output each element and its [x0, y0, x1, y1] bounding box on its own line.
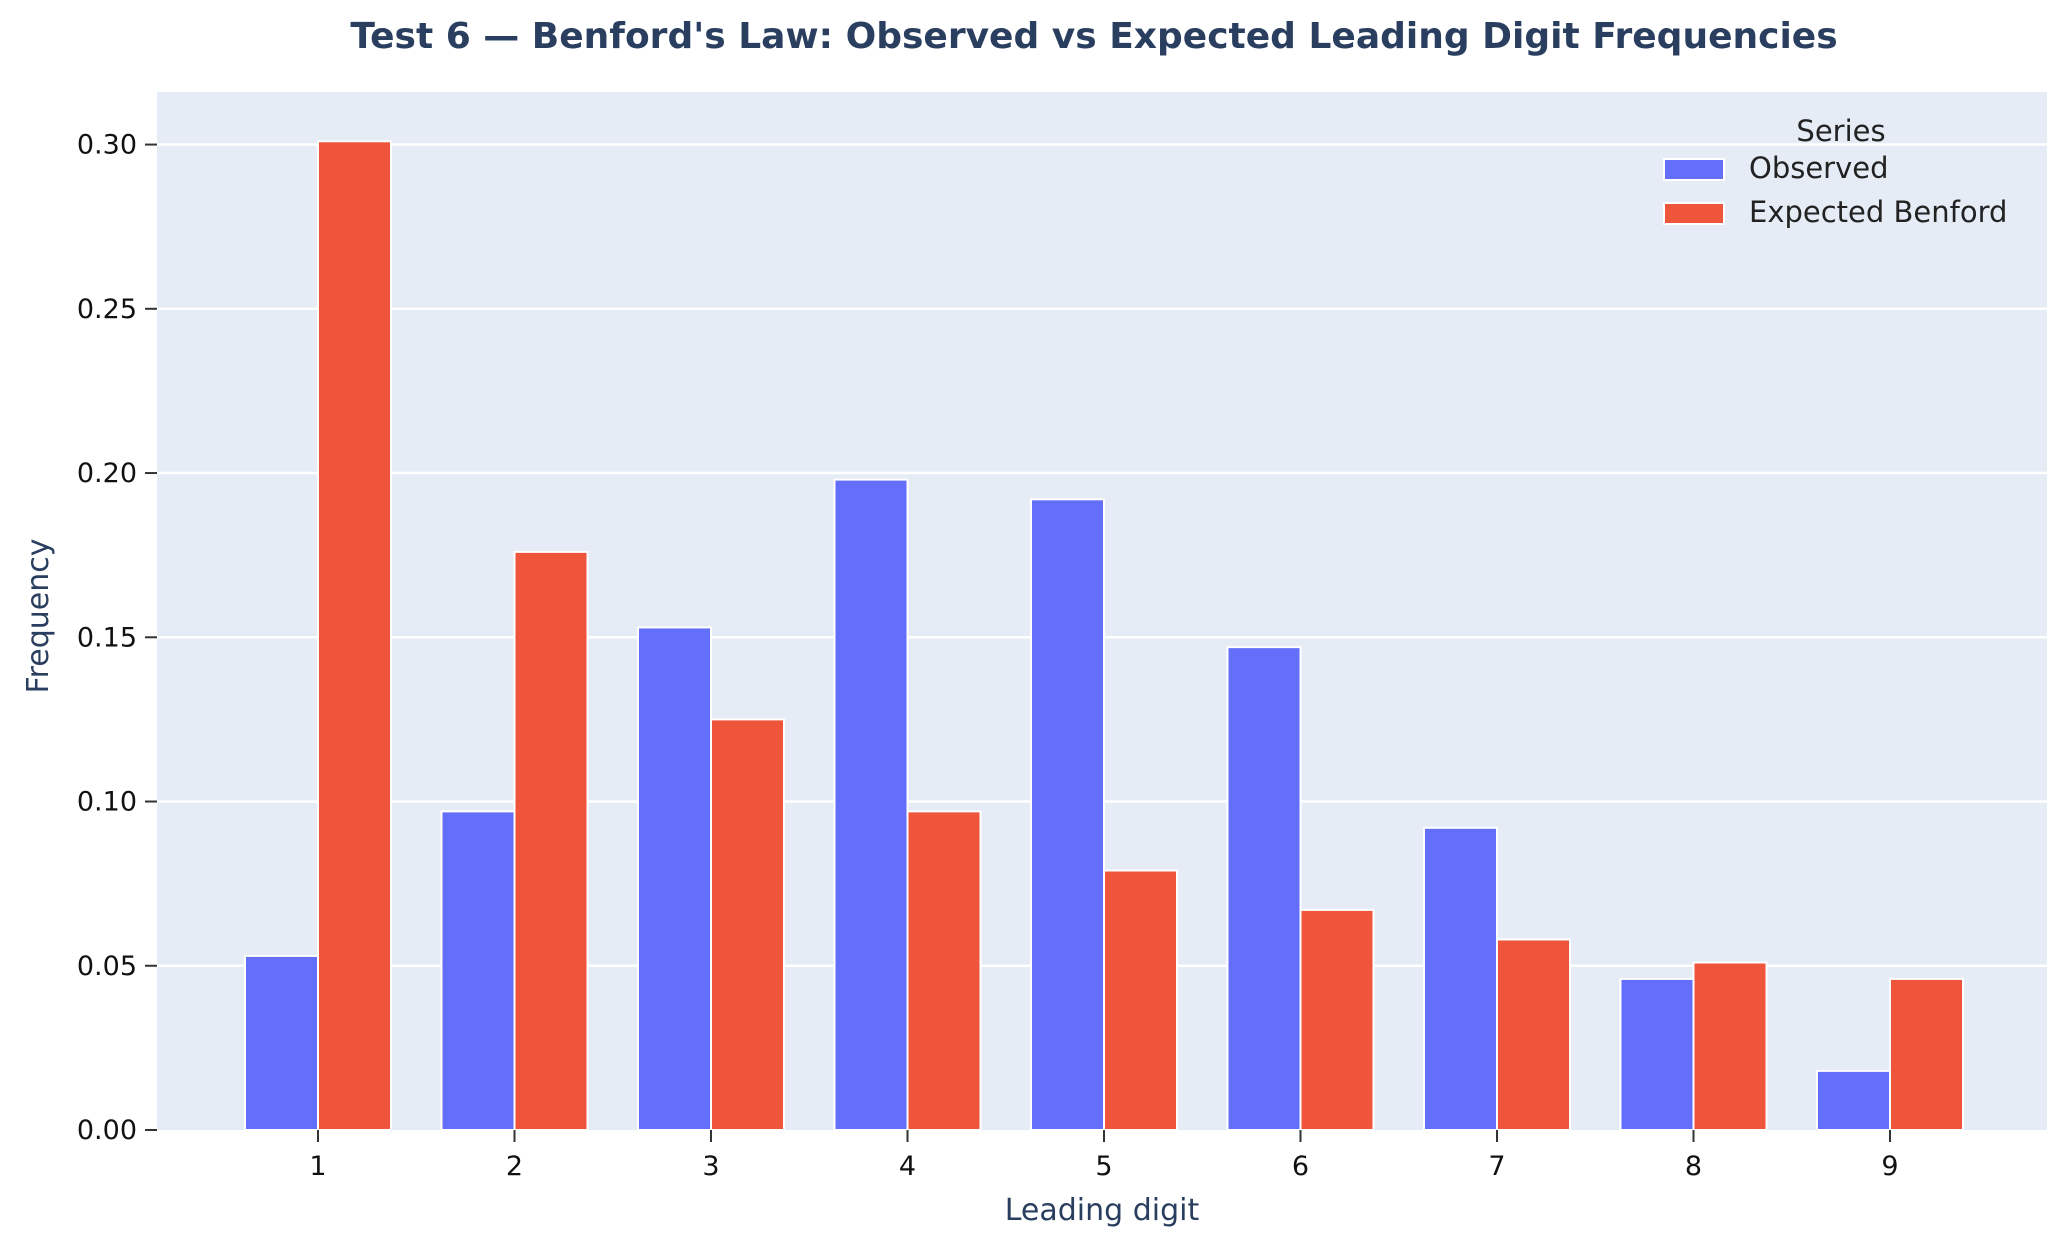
bar-observed — [244, 954, 319, 1132]
y-tick-label: 0.10 — [77, 787, 137, 818]
y-axis-label: Frequency — [21, 539, 56, 694]
chart-title: Test 6 — Benford's Law: Observed vs Expe… — [350, 16, 1837, 57]
x-tick-label: 5 — [1095, 1151, 1112, 1182]
bar-expected-benford — [1299, 908, 1375, 1131]
bar-observed — [440, 810, 516, 1131]
bar-observed — [1816, 1069, 1891, 1131]
bar-observed — [1423, 826, 1498, 1132]
y-tick-label: 0.25 — [77, 294, 137, 325]
y-tick-label: 0.05 — [77, 951, 137, 982]
bar-observed — [1619, 977, 1695, 1132]
bar-expected-benford — [1103, 869, 1178, 1131]
x-axis-label: Leading digit — [1005, 1193, 1200, 1228]
bar-observed — [833, 478, 909, 1131]
bar-expected-benford — [513, 550, 589, 1131]
bar-observed — [1226, 646, 1302, 1132]
x-tick-label: 8 — [1685, 1151, 1702, 1182]
y-tick-label: 0.30 — [77, 130, 137, 161]
x-tick-label: 7 — [1488, 1151, 1505, 1182]
x-tick-label: 4 — [899, 1151, 916, 1182]
bars — [244, 140, 1964, 1132]
x-tick-label: 1 — [309, 1151, 326, 1182]
legend-title: Series — [1796, 114, 1885, 148]
legend-label: Observed — [1749, 151, 1889, 185]
legend-swatch — [1663, 158, 1725, 181]
bar-observed — [637, 626, 712, 1132]
bar-expected-benford — [1692, 961, 1768, 1131]
x-tick-label: 3 — [702, 1151, 719, 1182]
bar-expected-benford — [317, 140, 392, 1131]
legend: Series Observed Expected Benford — [1663, 114, 2007, 229]
y-tick-label: 0.20 — [77, 458, 137, 489]
x-axis-ticks: 1 2 3 4 5 6 7 8 9 — [309, 1130, 1899, 1182]
bar-expected-benford — [906, 810, 982, 1131]
bar-expected-benford — [1889, 977, 1964, 1132]
bar-expected-benford — [1496, 938, 1571, 1131]
y-tick-label: 0.00 — [77, 1115, 137, 1146]
x-tick-label: 9 — [1881, 1151, 1898, 1182]
legend-swatch — [1663, 202, 1725, 225]
x-tick-label: 2 — [506, 1151, 523, 1182]
bar-expected-benford — [710, 718, 785, 1131]
bar-observed — [1030, 498, 1105, 1131]
x-tick-label: 6 — [1292, 1151, 1309, 1182]
y-axis-ticks: 0.00 0.05 0.10 0.15 0.20 0.25 0.30 — [77, 130, 157, 1146]
legend-label: Expected Benford — [1749, 195, 2007, 229]
y-tick-label: 0.15 — [77, 622, 137, 653]
